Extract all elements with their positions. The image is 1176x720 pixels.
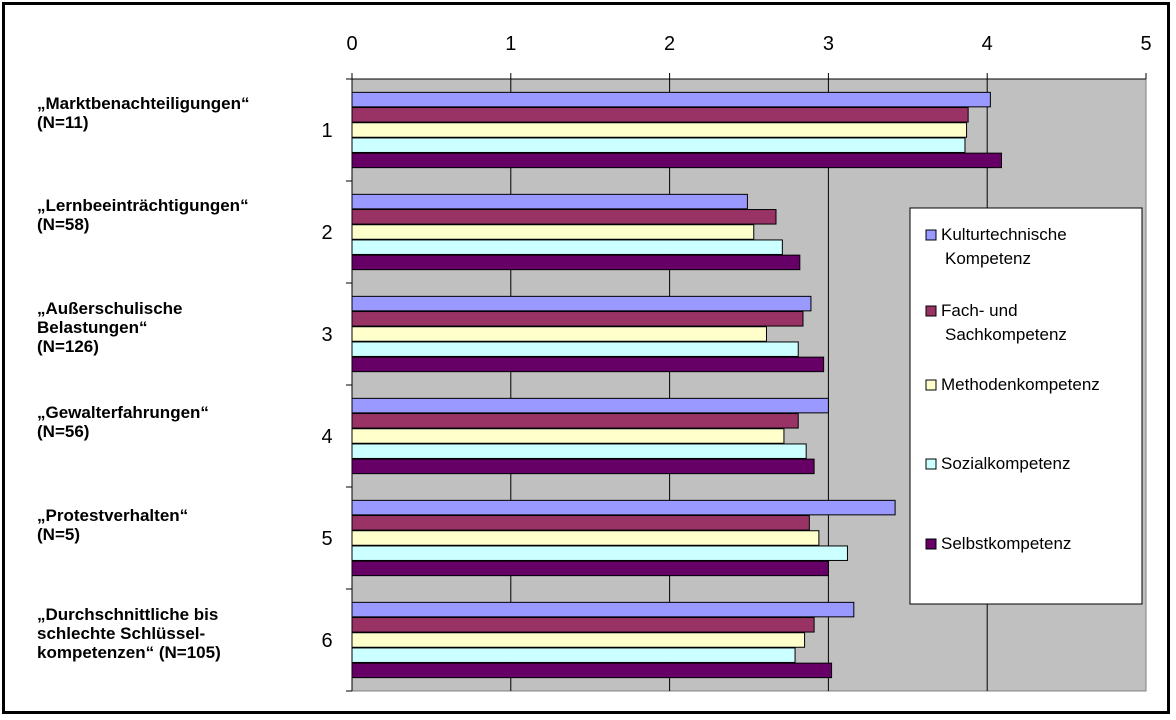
legend-label: Selbstkompetenz (941, 534, 1071, 553)
group-label-line: (N=58) (37, 215, 90, 234)
group-label-line: „Außerschulische (37, 299, 183, 318)
group-label-line: „Protestverhalten“ (37, 506, 189, 525)
bar (351, 152, 1002, 169)
group-label-line: „Gewalterfahrungen“ (37, 403, 209, 422)
y-tick-label: 1 (321, 120, 332, 142)
bar (351, 239, 783, 255)
group-label-line: Belastungen“ (37, 318, 148, 337)
x-tick-label: 4 (982, 33, 993, 55)
group-label-line: schlechte Schlüssel- (37, 624, 206, 643)
group-label-line: kompetenzen“ (N=105) (37, 643, 221, 662)
bar (351, 601, 855, 618)
legend-label: Kompetenz (945, 249, 1031, 268)
axes: 0 1 2 3 4 5 1 2 3 4 5 6 (321, 33, 1152, 692)
legend-label: Kulturtechnische (941, 225, 1067, 244)
bar (351, 295, 812, 312)
legend-label: Methodenkompetenz (941, 375, 1100, 394)
group-label-line: (N=56) (37, 422, 90, 441)
bar (351, 356, 825, 373)
legend-swatch (925, 379, 937, 391)
x-tick-label: 2 (664, 33, 675, 55)
bar (351, 341, 799, 357)
bar (351, 107, 969, 123)
x-tick-label: 5 (1140, 33, 1151, 55)
bar (351, 443, 807, 459)
y-tick-label: 6 (321, 630, 332, 652)
legend-label: Fach- und (941, 301, 1018, 320)
x-tick-label: 0 (346, 33, 357, 55)
bar (351, 193, 748, 210)
bar (351, 91, 991, 108)
x-tick-label: 3 (823, 33, 834, 55)
legend-label: Sozialkompetenz (941, 454, 1070, 473)
bar (351, 397, 829, 414)
bar (351, 545, 848, 561)
group-label: „Lernbeeinträchtigungen“ (N=58) (37, 196, 312, 234)
bar (351, 499, 896, 516)
bar (351, 311, 804, 327)
group-label-line: „Marktbenachteiligungen“ (37, 94, 250, 113)
x-tick-label: 1 (505, 33, 516, 55)
group-label-line: (N=11) (37, 113, 89, 132)
bar (351, 326, 767, 342)
y-tick-label: 2 (321, 222, 332, 244)
bar (351, 662, 833, 679)
bar (351, 647, 796, 663)
y-tick-label: 5 (321, 528, 332, 550)
group-label: „Gewalterfahrungen“ (N=56) (37, 403, 312, 441)
y-tick-label: 4 (321, 426, 332, 448)
group-label-line: (N=5) (37, 525, 80, 544)
group-label-line: „Lernbeeinträchtigungen“ (37, 196, 249, 215)
legend-swatch (925, 458, 937, 470)
bar (351, 632, 806, 648)
bar (351, 137, 966, 153)
bar (351, 560, 829, 577)
bar (351, 458, 815, 475)
group-label-line: (N=126) (37, 337, 99, 356)
bar (351, 224, 755, 240)
group-label: „Außerschulische Belastungen“ (N=126) (37, 299, 312, 356)
group-label: „Protestverhalten“ (N=5) (37, 506, 312, 544)
bar (351, 515, 810, 531)
bar (351, 254, 801, 271)
group-label: „Durchschnittliche bis schlechte Schlüsse… (37, 605, 312, 662)
bar (351, 617, 815, 633)
group-label: „Marktbenachteiligungen“ (N=11) (37, 94, 312, 132)
legend: Kulturtechnische Kompetenz Fach- und Sachko… (909, 207, 1143, 605)
legend-swatch (925, 538, 937, 550)
legend-label: Sachkompetenz (945, 325, 1067, 344)
bar (351, 413, 799, 429)
bar (351, 428, 785, 444)
group-label-line: „Durchschnittliche bis (37, 605, 219, 624)
legend-box (909, 207, 1143, 605)
legend-swatch (925, 229, 937, 241)
bar (351, 209, 777, 225)
bar (351, 122, 968, 138)
bar (351, 530, 820, 546)
legend-swatch (925, 305, 937, 317)
y-tick-label: 3 (321, 324, 332, 346)
bars (351, 91, 1002, 679)
